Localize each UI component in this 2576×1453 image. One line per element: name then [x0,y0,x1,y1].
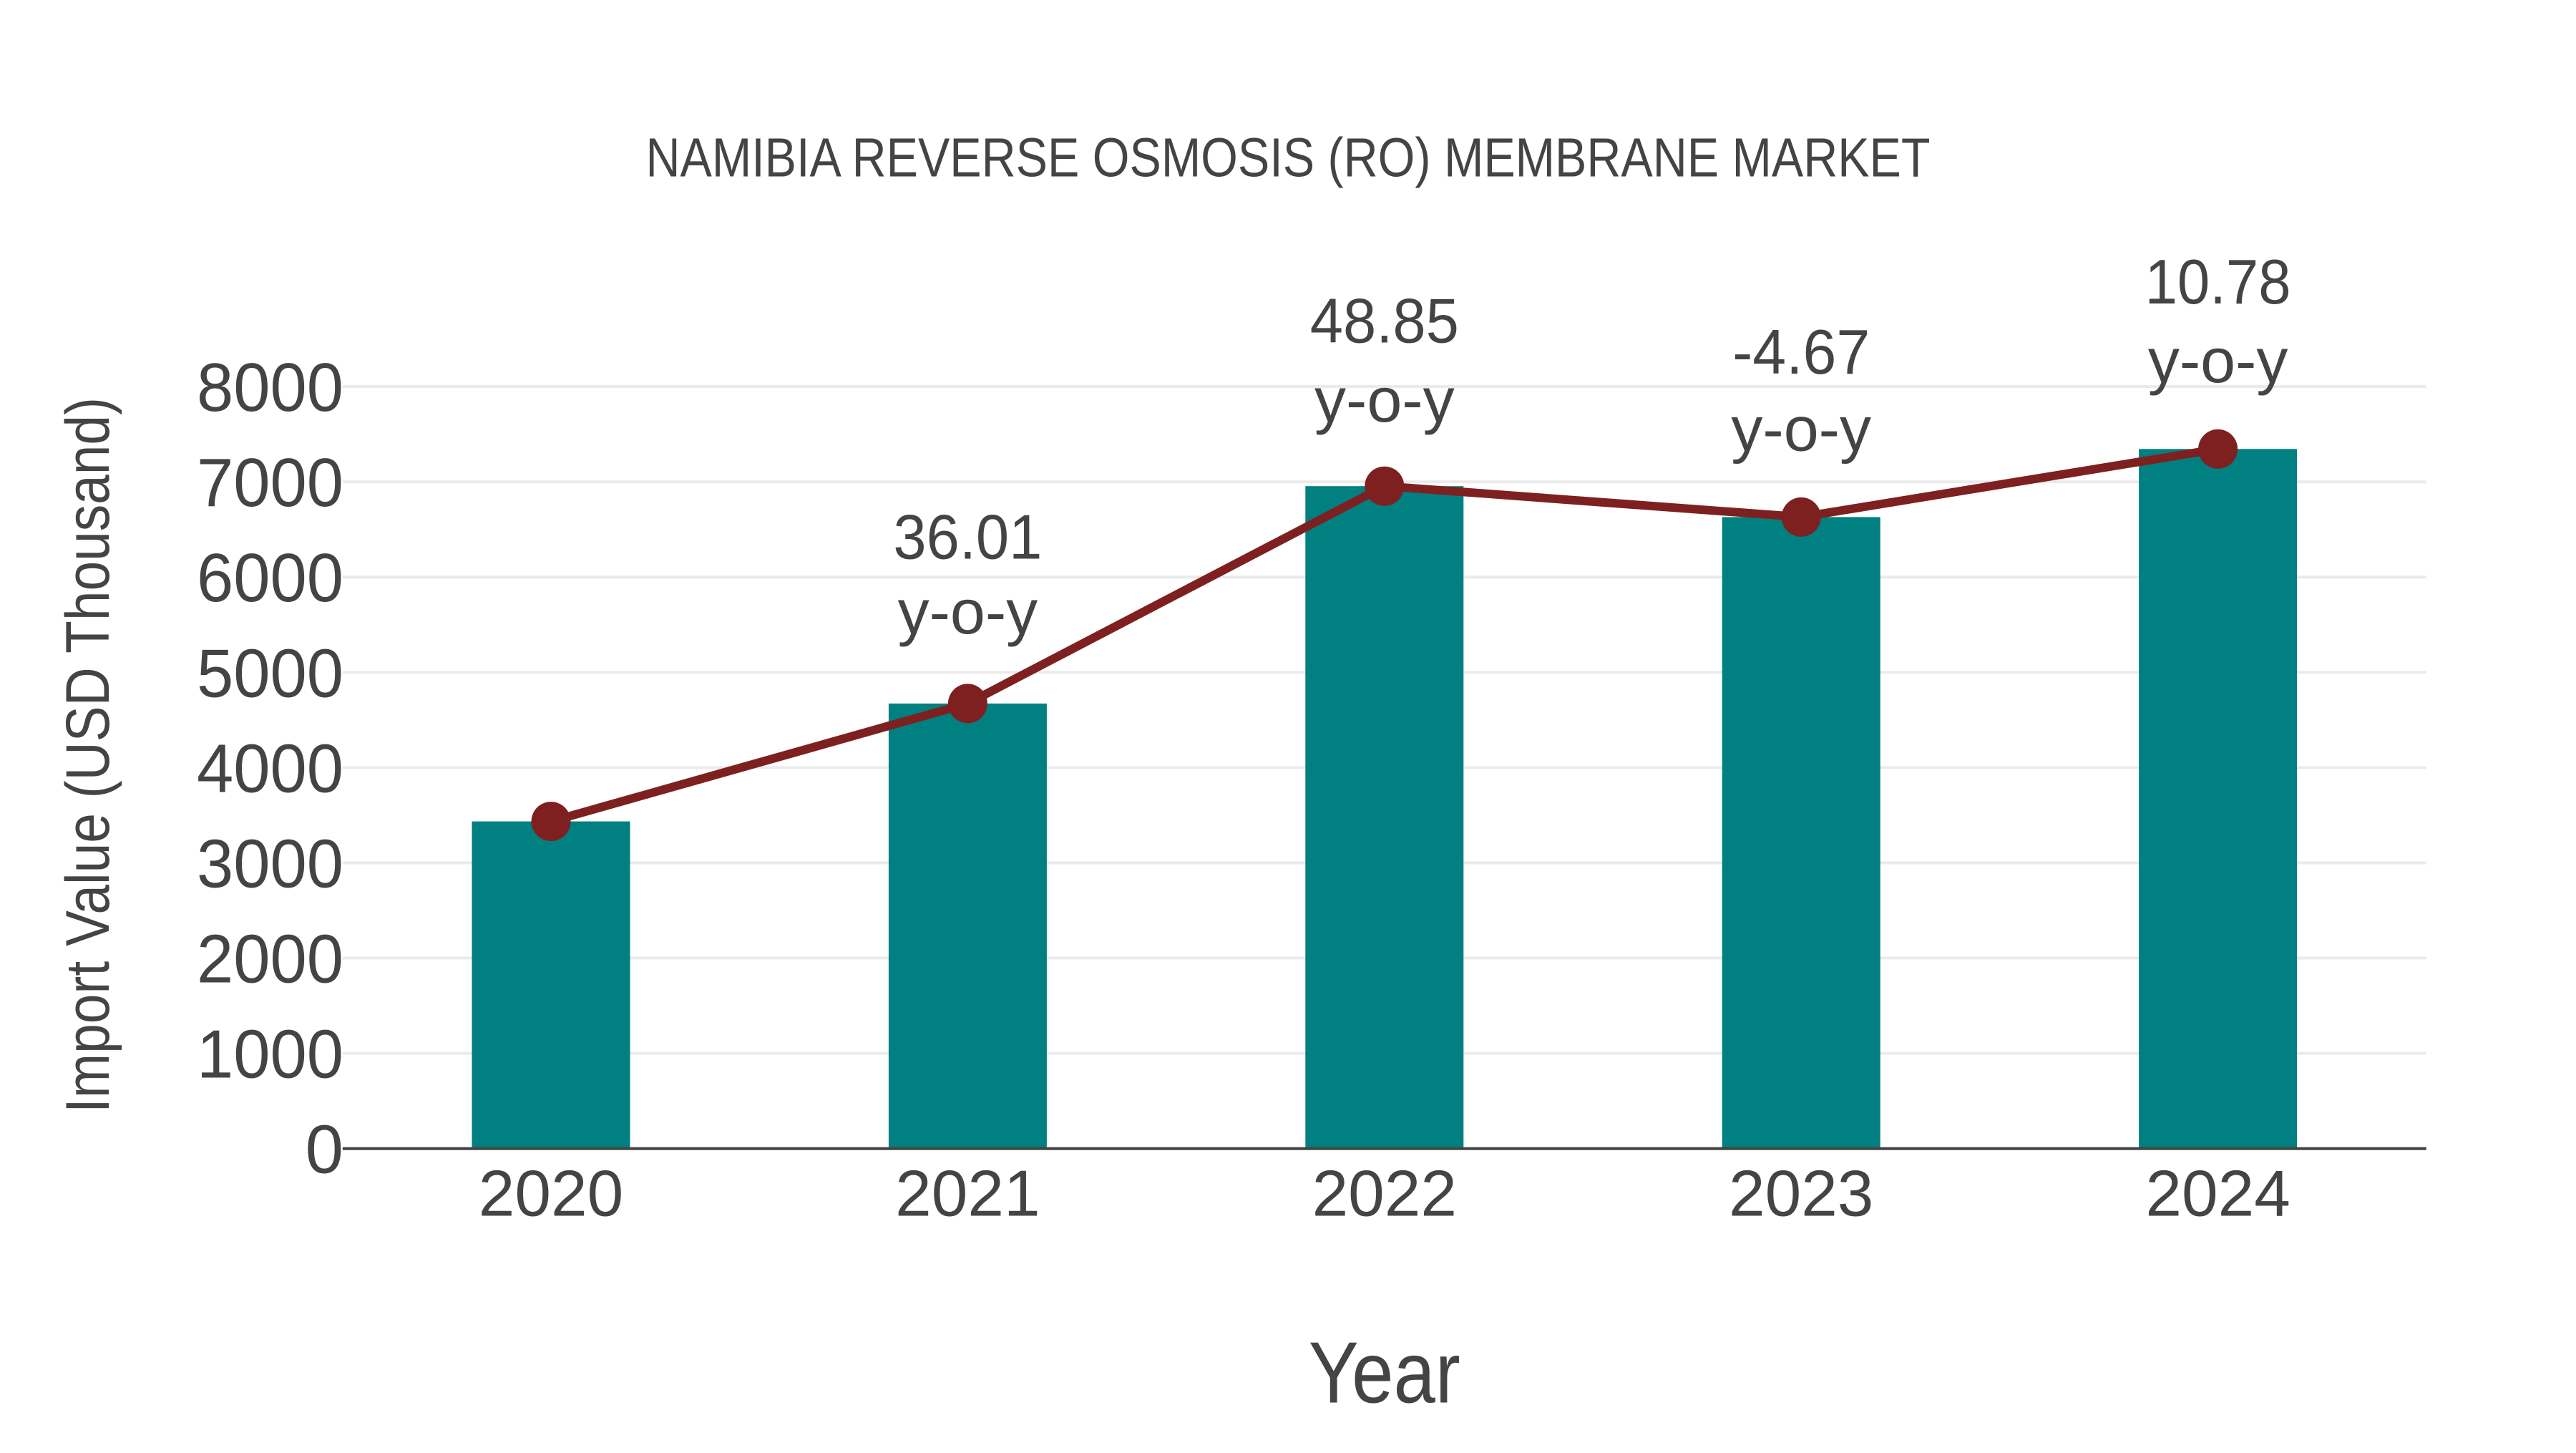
svg-text:y-o-y: y-o-y [1731,394,1871,465]
svg-text:2023: 2023 [1729,1158,1873,1230]
svg-text:48.85: 48.85 [1310,286,1459,356]
svg-text:Year: Year [1309,1324,1460,1422]
svg-text:5000: 5000 [197,635,343,711]
svg-text:0: 0 [306,1112,343,1188]
svg-text:y-o-y: y-o-y [2148,325,2288,396]
svg-text:8000: 8000 [197,349,343,426]
svg-text:1000: 1000 [197,1016,343,1093]
svg-text:2000: 2000 [197,921,343,998]
svg-text:NAMIBIA REVERSE OSMOSIS (RO) M: NAMIBIA REVERSE OSMOSIS (RO) MEMBRANE MA… [646,127,1931,189]
svg-text:4000: 4000 [197,730,343,807]
svg-text:y-o-y: y-o-y [898,576,1038,647]
svg-text:6000: 6000 [197,540,343,616]
svg-text:y-o-y: y-o-y [1314,364,1455,435]
svg-text:10.78: 10.78 [2145,246,2291,317]
svg-text:Import Value (USD Thousand): Import Value (USD Thousand) [54,397,122,1113]
svg-text:2021: 2021 [895,1158,1040,1230]
svg-text:3000: 3000 [197,826,343,903]
svg-text:2020: 2020 [479,1158,623,1230]
svg-text:2022: 2022 [1312,1158,1457,1230]
svg-text:2024: 2024 [2145,1158,2290,1230]
svg-text:36.01: 36.01 [893,502,1042,573]
svg-text:-4.67: -4.67 [1732,316,1870,387]
svg-text:7000: 7000 [197,444,343,521]
